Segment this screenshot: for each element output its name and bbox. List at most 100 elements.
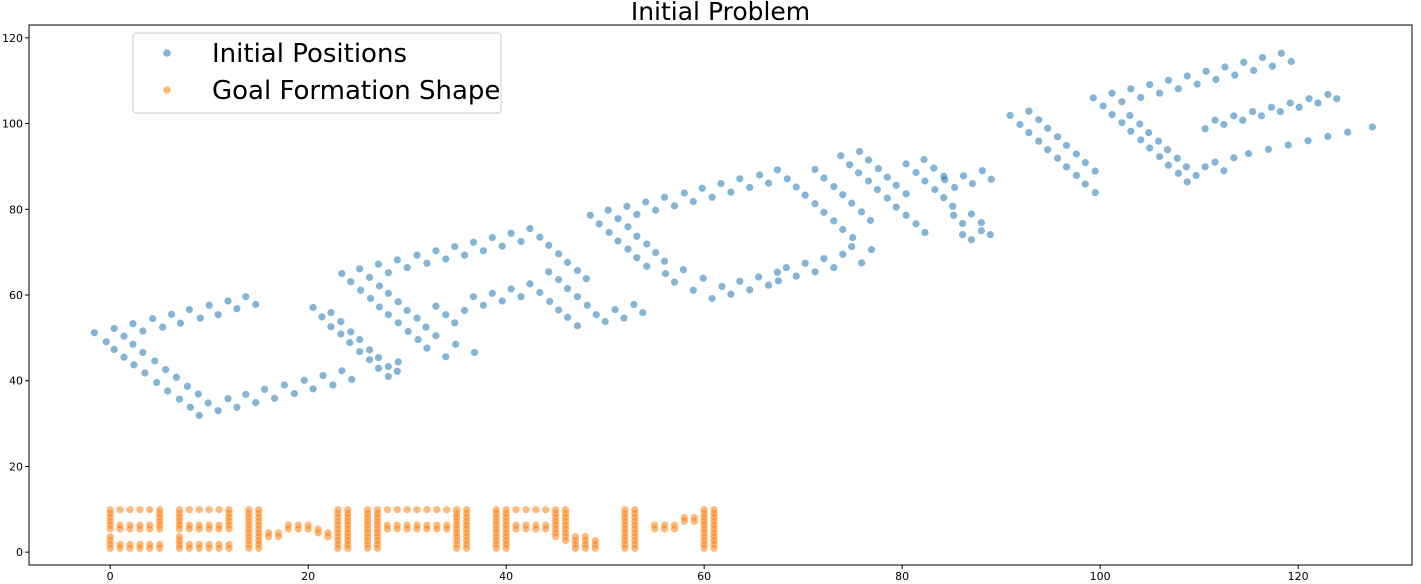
initial-position-point <box>866 216 875 225</box>
initial-position-point <box>689 197 697 206</box>
initial-position-point <box>902 160 910 168</box>
initial-position-point <box>1035 116 1043 124</box>
initial-position-point <box>773 268 782 276</box>
initial-position-point <box>432 302 440 310</box>
initial-position-point <box>517 237 525 246</box>
initial-position-point <box>670 278 679 286</box>
goal-formation-point <box>126 506 134 514</box>
initial-position-point <box>261 385 269 393</box>
legend: Initial Positions Goal Formation Shape <box>132 32 502 114</box>
goal-formation-point <box>462 506 471 514</box>
initial-position-point <box>442 353 450 361</box>
initial-position-point <box>1118 119 1126 127</box>
initial-position-point <box>921 177 929 185</box>
initial-position-point <box>1183 72 1191 80</box>
initial-position-point <box>498 242 506 250</box>
initial-position-point <box>642 198 650 206</box>
initial-position-point <box>384 269 392 277</box>
initial-position-point <box>338 367 346 375</box>
initial-position-point <box>452 340 460 348</box>
initial-position-point <box>329 381 337 389</box>
initial-position-point <box>633 232 641 240</box>
initial-position-point <box>1314 99 1322 107</box>
initial-position-point <box>902 190 910 198</box>
initial-position-point <box>643 262 651 270</box>
initial-position-point <box>661 269 670 278</box>
x-tick-label: 60 <box>697 570 711 583</box>
goal-formation-point <box>334 506 342 514</box>
legend-marker <box>163 49 171 57</box>
initial-position-point <box>1146 80 1154 89</box>
initial-position-point <box>857 208 866 216</box>
initial-position-point <box>1118 98 1126 106</box>
initial-position-point <box>931 185 939 194</box>
initial-position-point <box>977 218 985 227</box>
initial-position-point <box>792 272 800 280</box>
goal-formation-point <box>284 521 292 529</box>
initial-position-point <box>643 240 651 248</box>
initial-position-point <box>855 169 863 177</box>
goal-formation-point <box>215 540 223 549</box>
initial-position-point <box>526 280 534 288</box>
goal-formation-point <box>136 540 144 549</box>
initial-position-point <box>479 301 488 309</box>
goal-formation-point <box>205 540 213 549</box>
initial-position-point <box>1081 180 1089 188</box>
initial-position-point <box>830 217 838 225</box>
initial-position-point <box>1154 137 1163 145</box>
initial-position-point <box>414 335 422 344</box>
initial-position-point <box>1250 66 1258 75</box>
goal-formation-point <box>383 521 391 529</box>
initial-position-point <box>327 308 335 317</box>
initial-position-point <box>855 147 864 156</box>
initial-position-point <box>764 281 773 289</box>
initial-position-point <box>1295 103 1303 111</box>
initial-position-point <box>546 297 554 306</box>
legend-label: Goal Formation Shape <box>212 76 500 106</box>
initial-position-point <box>873 185 882 194</box>
initial-position-point <box>614 215 622 223</box>
initial-position-point <box>309 385 317 393</box>
initial-position-point <box>967 236 976 244</box>
goal-formation-point <box>116 506 124 514</box>
initial-position-point <box>848 242 856 251</box>
initial-position-point <box>846 161 854 169</box>
goal-formation-point <box>245 506 253 514</box>
initial-position-point <box>1239 116 1247 124</box>
legend-label: Initial Positions <box>212 39 407 69</box>
goal-formation-point <box>552 506 560 514</box>
initial-position-point <box>1286 99 1294 107</box>
goal-formation-point <box>106 506 114 514</box>
initial-position-point <box>404 327 412 336</box>
initial-position-point <box>820 254 828 263</box>
initial-position-point <box>1192 171 1200 180</box>
initial-position-point <box>120 332 128 340</box>
initial-position-point <box>175 395 184 403</box>
initial-position-point <box>555 306 563 314</box>
initial-position-point <box>708 294 716 303</box>
initial-position-point <box>1072 150 1080 158</box>
goal-formation-point <box>185 506 193 514</box>
goal-formation-point <box>136 521 144 529</box>
goal-formation-point <box>403 521 411 529</box>
goal-formation-point <box>680 513 688 522</box>
initial-position-point <box>755 273 763 281</box>
goal-formation-point <box>492 506 500 514</box>
initial-position-point <box>318 313 326 321</box>
goal-formation-point <box>274 529 283 537</box>
initial-position-point <box>1174 85 1182 93</box>
initial-position-point <box>555 275 563 284</box>
goal-formation-point <box>690 513 698 522</box>
initial-position-point <box>811 268 819 276</box>
initial-position-point <box>986 230 994 239</box>
goal-formation-point <box>175 506 184 514</box>
initial-position-point <box>488 233 496 242</box>
initial-position-point <box>1276 107 1284 116</box>
initial-position-point <box>1174 169 1182 177</box>
initial-position-point <box>233 305 241 313</box>
initial-position-point <box>987 175 995 183</box>
initial-position-point <box>1240 58 1248 66</box>
initial-position-point <box>1231 71 1239 79</box>
initial-position-point <box>689 286 697 294</box>
initial-position-point <box>507 229 515 237</box>
